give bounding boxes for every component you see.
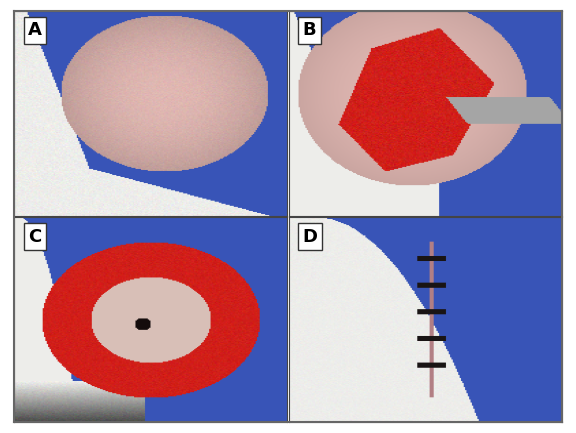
Text: D: D (303, 228, 318, 246)
Text: C: C (28, 228, 41, 246)
Text: A: A (28, 21, 42, 39)
Text: B: B (303, 21, 316, 39)
